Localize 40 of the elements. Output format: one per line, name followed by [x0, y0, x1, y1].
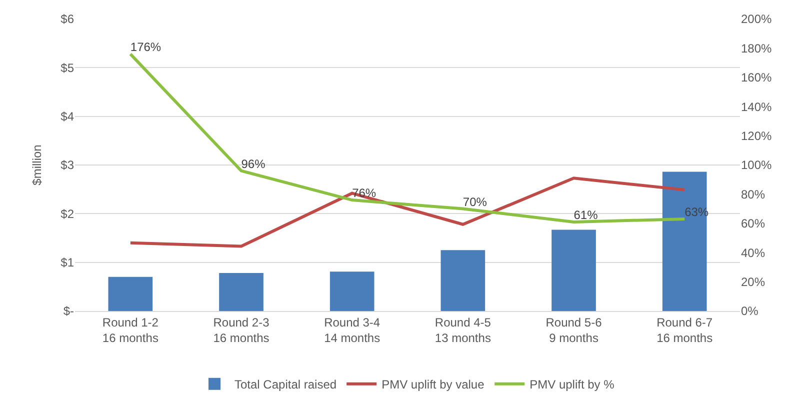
data-label: 70% — [462, 194, 488, 209]
y2-tick-label: 0% — [741, 304, 759, 318]
bar — [440, 250, 486, 311]
legend-label: Total Capital raised — [234, 378, 337, 392]
data-label: 96% — [241, 156, 266, 171]
line-series — [128, 176, 686, 248]
y-tick-label: $5 — [60, 60, 74, 75]
y2-tick-label: 40% — [741, 246, 766, 260]
y2-tick-label: 100% — [741, 158, 772, 172]
y2-tick-label: 180% — [741, 41, 772, 56]
bar — [219, 273, 264, 311]
y-tick-label: $2 — [60, 206, 74, 221]
y-tick-label: $4 — [60, 110, 74, 124]
data-label: 176% — [130, 40, 162, 54]
y2-tick-label: 140% — [741, 100, 772, 114]
bar — [552, 230, 596, 311]
y-tick-label: $1 — [60, 256, 74, 270]
y2-tick-label: 60% — [741, 216, 766, 231]
x-tick-label: Round 4-5 13 months — [434, 315, 492, 345]
bar — [330, 272, 374, 311]
data-label: 61% — [574, 208, 598, 222]
line-series — [128, 52, 686, 224]
y2-tick-label: 20% — [741, 275, 766, 289]
y-axis-title: $million — [30, 144, 44, 186]
x-tick-label: Round 1-2 16 months — [102, 315, 159, 345]
y-tick-label: $3 — [60, 158, 74, 172]
x-tick-label: Round 3-4 14 months — [324, 315, 380, 345]
y-tick-label: $- — [63, 304, 74, 318]
y2-tick-label: 200% — [741, 12, 772, 26]
x-tick-label: Round 6-7 16 months — [656, 315, 713, 345]
y2-tick-label: 120% — [741, 129, 772, 143]
y2-tick-label: 160% — [741, 70, 772, 85]
x-tick-label: Round 5-6 9 months — [546, 315, 602, 345]
y2-tick-label: 80% — [741, 187, 766, 202]
bar — [108, 276, 153, 311]
x-tick-label: Round 2-3 16 months — [213, 315, 270, 345]
bar — [662, 172, 707, 311]
y-tick-label: $6 — [60, 12, 74, 26]
legend-label: PMV uplift by value — [382, 378, 485, 392]
legend-label: PMV uplift by % — [530, 378, 615, 392]
